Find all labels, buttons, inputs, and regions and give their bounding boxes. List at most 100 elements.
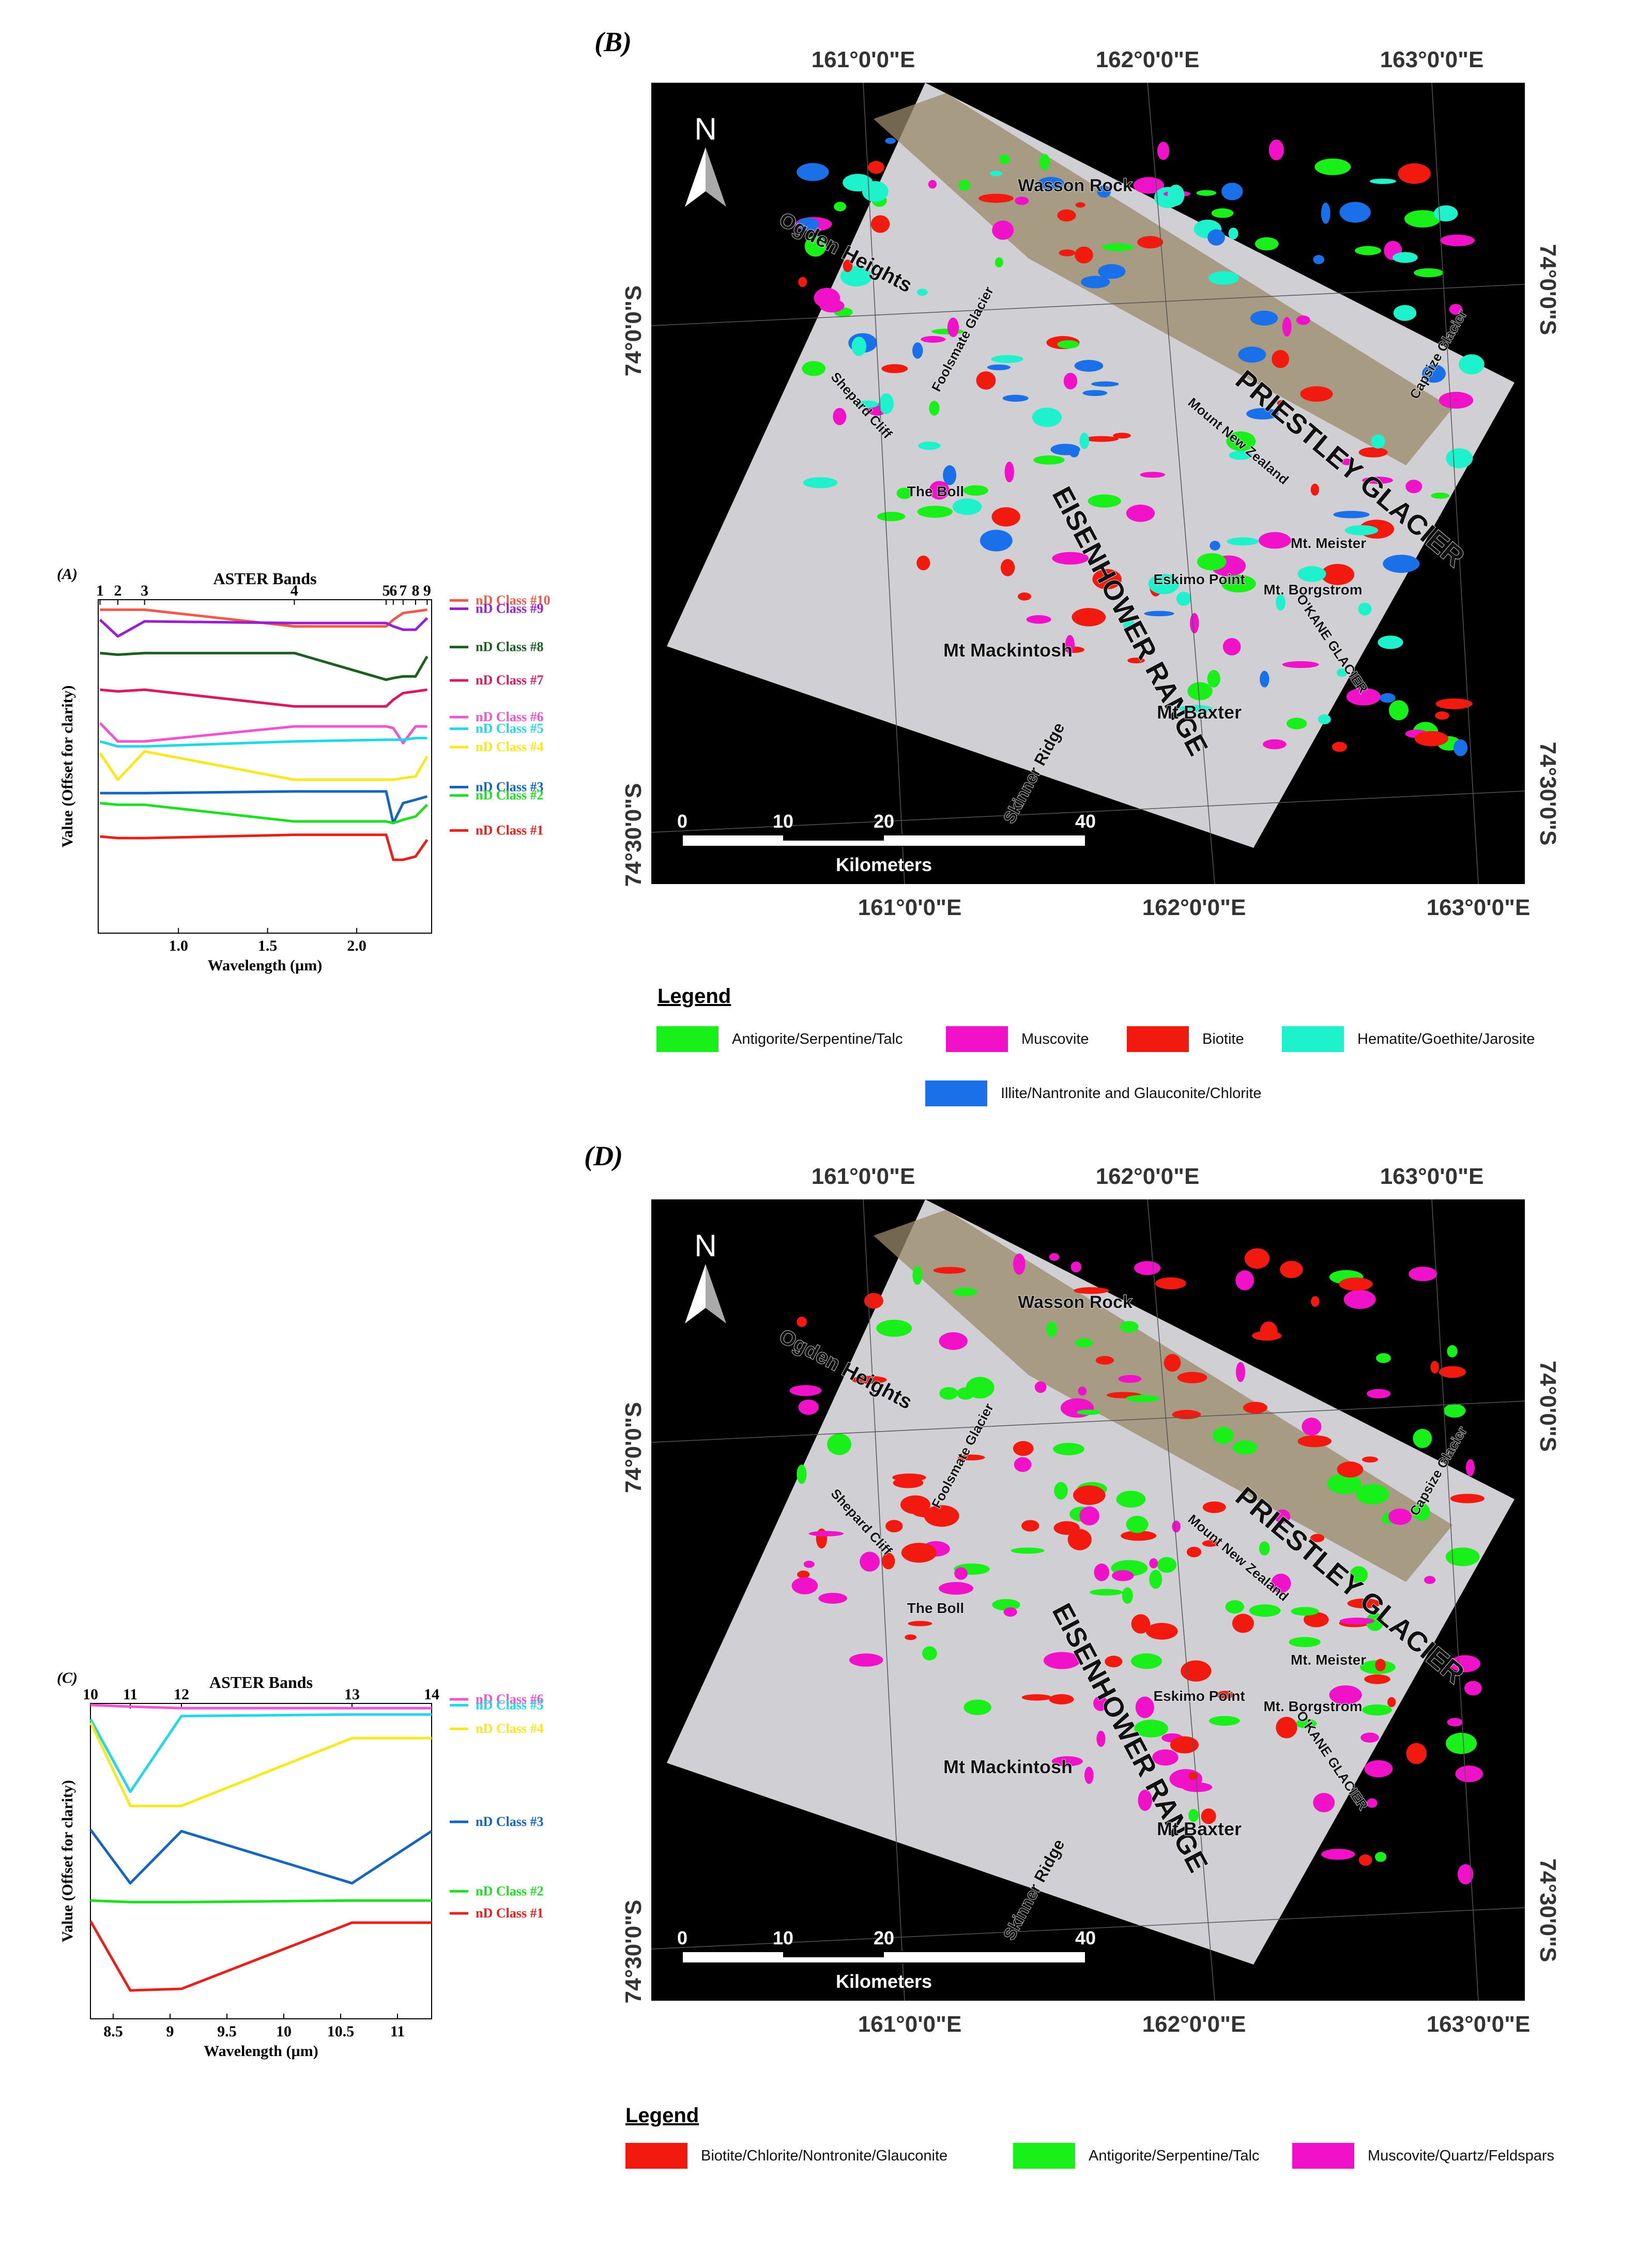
mineral-patch: [1450, 1494, 1485, 1503]
mineral-patch: [1127, 657, 1145, 664]
panel-label: (C): [57, 1669, 78, 1686]
mineral-patch: [1313, 255, 1324, 264]
scale-tick-label: 20: [874, 1927, 894, 1948]
x-tick-label: 10.5: [327, 2023, 355, 2040]
mineral-patch: [1043, 1652, 1081, 1669]
legend-label: nD Class #2: [476, 788, 543, 803]
lat-label-right: 74°30'0"S: [1535, 1859, 1561, 1962]
mineral-patch: [849, 1653, 883, 1667]
place-label-baxter: Mt Baxter: [1157, 1818, 1242, 1839]
mineral-patch: [1093, 1696, 1108, 1711]
y-axis-label: Value (Offset for clarity): [59, 1780, 76, 1942]
plot-frame: [90, 1703, 432, 2019]
lon-label-top: 162°0'0"E: [1096, 1164, 1200, 1189]
band-tick-label: 14: [424, 1686, 439, 1703]
mineral-patch: [1003, 1607, 1017, 1617]
mineral-patch: [1095, 1356, 1114, 1365]
series-line: [90, 1703, 432, 1710]
mineral-patch: [789, 1385, 822, 1396]
mineral-patch: [1138, 1789, 1153, 1811]
mineral-patch: [958, 1454, 985, 1460]
mineral-patch: [1430, 1361, 1439, 1374]
mineral-map-b: 161°0'0"E 161°0'0"E 162°0'0"E 162°0'0"E 163°…: [621, 47, 1561, 920]
mineral-patch: [1388, 700, 1409, 721]
mineral-patch: [1004, 461, 1014, 482]
place-label-borgstrom: Mt. Borgstrom: [1263, 582, 1362, 598]
mineral-patch: [1379, 693, 1396, 703]
scale-bar-segment: [783, 835, 884, 841]
mineral-patch: [1398, 163, 1431, 184]
mineral-patch: [1339, 1277, 1373, 1291]
mineral-patch: [797, 1570, 810, 1579]
y-axis-label: Value (Offset for clarity): [59, 685, 76, 847]
mineral-patch: [1332, 742, 1347, 752]
legend-label: Biotite/Chlorite/Nontronite/Glauconite: [701, 2147, 948, 2164]
mineral-patch: [1286, 718, 1307, 729]
lat-label-left: 74°0'0"S: [621, 1402, 646, 1493]
mineral-patch: [1362, 476, 1393, 484]
mineral-patch: [1067, 1529, 1092, 1550]
mineral-patch: [954, 1567, 968, 1580]
mineral-patch: [1311, 1296, 1320, 1307]
mineral-patch: [1015, 196, 1029, 205]
mineral-patch: [1211, 208, 1234, 218]
place-label-boll: The Boll: [907, 483, 964, 499]
band-tick-label: 7: [399, 582, 407, 599]
mineral-patch: [1243, 1402, 1267, 1414]
band-tick-label: 2: [114, 582, 121, 599]
mineral-patch: [1177, 1372, 1207, 1383]
mineral-patch: [1033, 455, 1065, 465]
series-line: [100, 833, 429, 861]
mineral-patch: [1021, 1520, 1039, 1532]
mineral-patch: [1137, 236, 1164, 249]
mineral-patch: [1329, 1685, 1362, 1705]
mineral-patch: [1145, 1623, 1178, 1640]
lat-label-left: 74°30'0"S: [621, 783, 646, 887]
place-label-meister: Mt. Meister: [1291, 535, 1366, 551]
mineral-patch: [1435, 711, 1449, 720]
mineral-patch: [870, 215, 890, 233]
mineral-patch: [990, 171, 1002, 177]
series-line: [99, 722, 427, 744]
place-label-meister: Mt. Meister: [1291, 1652, 1366, 1668]
legend-swatch: [1292, 2143, 1354, 2169]
lon-label-top: 163°0'0"E: [1380, 47, 1484, 72]
mineral-patch: [1063, 373, 1078, 390]
mineral-patch: [1235, 1270, 1254, 1290]
mineral-patch: [943, 465, 957, 485]
lat-label-left: 74°30'0"S: [621, 1900, 646, 2004]
mineral-patch: [1053, 1521, 1080, 1535]
legend-label: nD Class #5: [476, 1697, 543, 1712]
mineral-patch: [1148, 574, 1180, 595]
mineral-patch: [1369, 178, 1396, 184]
legend-item: Biotite/Chlorite/Nontronite/Glauconite: [625, 2143, 947, 2169]
band-tick-label: 5: [383, 582, 390, 599]
mineral-patch: [938, 1582, 973, 1595]
mineral-patch: [1455, 1765, 1483, 1783]
x-tick-label: 11: [390, 2023, 405, 2040]
mineral-patch: [879, 393, 894, 414]
legend-label: nD Class #7: [476, 673, 543, 688]
mineral-patch: [1096, 1730, 1106, 1747]
mineral-patch: [1364, 1760, 1393, 1778]
mineral-patch: [1157, 142, 1170, 160]
band-tick-label: 10: [83, 1686, 98, 1703]
mineral-patch: [1355, 1484, 1389, 1505]
mineral-patch: [1189, 613, 1199, 634]
mineral-patch: [1321, 202, 1330, 224]
mineral-patch: [1034, 1381, 1047, 1393]
band-tick-label: 8: [411, 582, 419, 599]
mineral-patch: [1120, 1321, 1139, 1333]
lon-label-top: 161°0'0"E: [812, 1164, 915, 1189]
chart-title: ASTER Bands: [209, 1673, 313, 1692]
mineral-map-d: 161°0'0"E 161°0'0"E 162°0'0"E 162°0'0"E 163°…: [621, 1164, 1561, 2037]
mineral-patch: [1172, 1520, 1181, 1533]
mineral-patch: [1431, 492, 1450, 499]
mineral-patch: [1002, 394, 1029, 402]
mineral-patch: [1446, 1732, 1477, 1754]
meridian-line: [1431, 82, 1479, 885]
series-line: [89, 1829, 433, 1885]
mineral-patch: [1439, 1366, 1466, 1378]
mineral-patch: [1140, 471, 1165, 478]
panel-label-b: (B): [594, 26, 632, 57]
